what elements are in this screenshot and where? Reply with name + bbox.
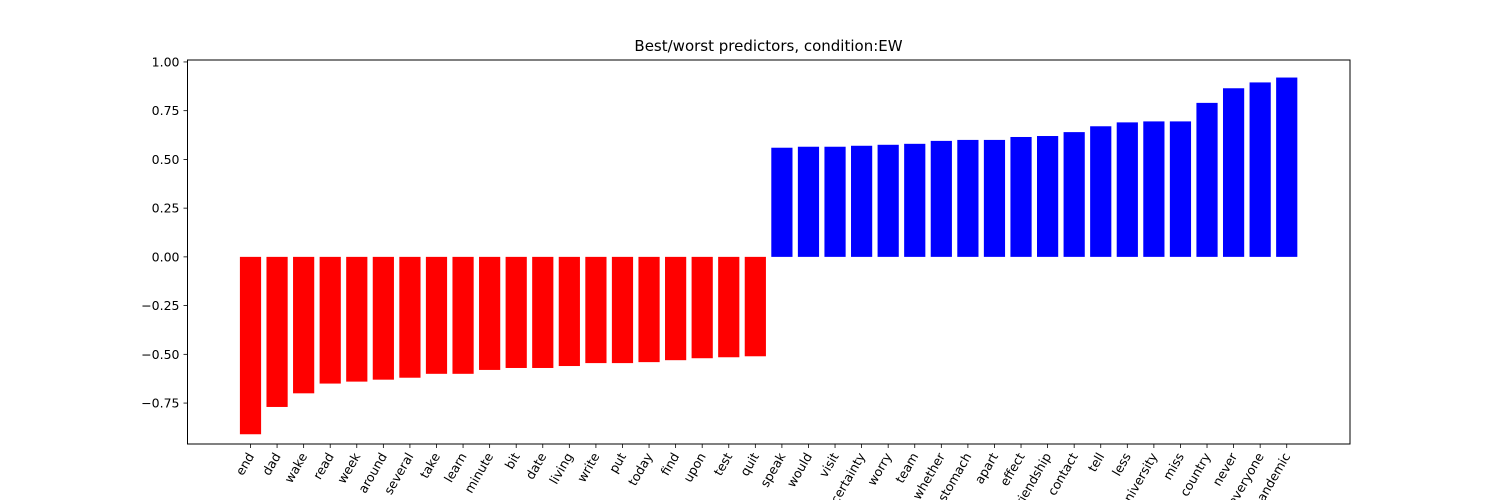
x-tick-label: put [606,450,629,476]
bar-test [718,256,740,358]
bar-learn [452,256,474,374]
bar-quit [744,256,766,357]
x-tick-label: test [710,450,735,478]
x-tick-label: living [546,450,576,487]
y-tick-label: 1.00 [152,54,180,69]
x-tick-label: would [783,450,815,490]
x-tick-label: find [657,450,682,478]
bar-pandemic [1276,77,1298,257]
y-tick-label: −0.50 [141,347,179,362]
bar-tell [1090,126,1112,257]
x-tick-label: write [574,450,603,485]
x-tick-label: bit [502,450,523,472]
bar-write [585,256,607,364]
bar-date [532,256,554,368]
y-tick-label: 0.50 [152,152,180,167]
x-tick-label: less [1109,450,1134,478]
bar-wake [293,256,315,394]
plot-frame [187,59,1351,445]
y-tick-label: 0.75 [152,103,180,118]
bar-living [558,256,580,367]
x-tick-label: upon [680,450,709,485]
bar-minute [479,256,501,370]
y-tick-label: −0.25 [141,298,179,313]
bar-put [611,256,634,364]
bar-worry [877,144,899,257]
x-tick-label: read [310,450,337,482]
x-tick-label: today [625,449,656,488]
bar-stomach [957,139,979,257]
bar-friendship [1037,136,1059,257]
x-tick-label: quit [737,450,762,479]
bar-dad [266,256,288,407]
bar-several [399,256,421,378]
bar-miss [1169,121,1192,257]
bar-less [1116,122,1138,257]
bar-today [638,256,660,363]
x-tick-label: dad [259,450,284,478]
bar-take [425,256,448,374]
y-tick-label: 0.00 [152,249,180,264]
bar-everyone [1249,82,1271,257]
bars-group [239,77,1298,435]
y-tick-label: 0.25 [152,201,180,216]
bar-would [797,146,820,257]
bar-upon [691,256,713,359]
bar-never [1222,88,1245,257]
x-tick-label: miss [1160,450,1187,482]
bar-bit [505,256,527,368]
bar-week [346,256,368,382]
bar-speak [771,147,793,257]
x-tick-label: date [522,450,549,482]
x-tick-label: tell [1085,450,1108,474]
y-tick-label: −0.75 [141,396,179,411]
bar-team [904,143,926,257]
x-tick-label: wake [281,450,310,486]
x-tick-label: take [417,450,444,481]
x-tick-label: worry [864,449,895,488]
bar-university [1143,121,1165,257]
bar-apart [983,139,1006,257]
x-tick-label: visit [816,450,842,480]
bar-read [319,256,341,384]
chart-title: Best/worst predictors, condition:EW [634,37,902,55]
bar-find [665,256,687,361]
x-tick-label: end [232,450,257,478]
bar-certainty [851,145,873,257]
bar-around [372,256,394,380]
bar-effect [1010,136,1032,257]
bar-whether [930,140,952,257]
bar-contact [1063,132,1085,257]
bar-country [1196,102,1218,257]
bar-visit [824,146,846,257]
y-axis: −0.75 −0.50 −0.25 0.00 0.25 0.50 0.75 1.00 [141,54,188,411]
bar-end [239,256,262,435]
